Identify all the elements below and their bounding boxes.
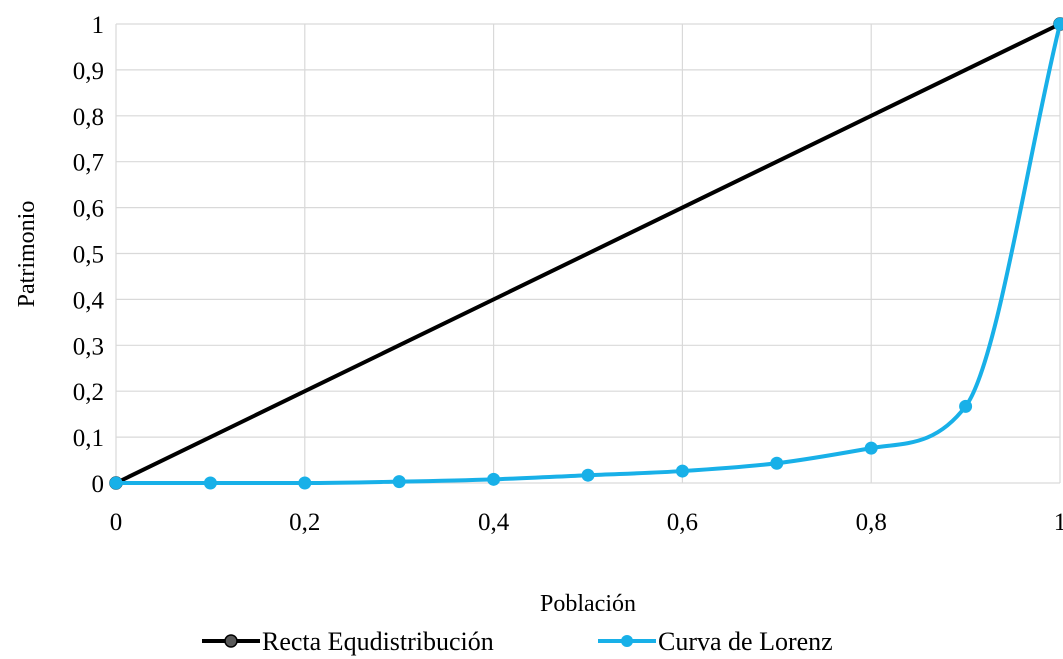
data-point <box>1053 17 1063 31</box>
data-point <box>581 468 595 482</box>
x-axis-title: Población <box>540 591 636 617</box>
series-1 <box>109 17 1063 490</box>
y-tick-label: 0,9 <box>73 58 104 85</box>
y-tick-label: 0,3 <box>73 333 104 360</box>
data-point <box>959 399 973 413</box>
x-tick-label: 0,6 <box>667 509 698 536</box>
legend-item-equidistribution: Recta Equdistribución <box>202 627 494 656</box>
data-point <box>109 476 123 490</box>
data-point <box>675 464 689 478</box>
legend-label-equidistribution: Recta Equdistribución <box>262 627 494 656</box>
x-tick-label: 0,2 <box>289 509 320 536</box>
data-point <box>203 476 217 490</box>
y-tick-label: 0,1 <box>73 425 104 452</box>
y-tick-label: 0,4 <box>73 287 105 314</box>
x-tick-label: 1 <box>1054 509 1063 536</box>
legend-item-lorenz: Curva de Lorenz <box>598 627 833 656</box>
y-tick-label: 0,5 <box>73 242 104 269</box>
x-tick-label: 0,8 <box>856 509 887 536</box>
data-point <box>864 441 878 455</box>
series-line <box>114 22 1062 485</box>
y-tick-label: 0,2 <box>73 379 104 406</box>
legend: Recta Equdistribución Curva de Lorenz <box>202 627 833 656</box>
y-tick-label: 0,8 <box>73 104 104 131</box>
y-tick-label: 0,6 <box>73 196 104 223</box>
legend-label-lorenz: Curva de Lorenz <box>658 627 833 656</box>
data-point <box>770 456 784 470</box>
x-tick-label: 0 <box>110 509 123 536</box>
legend-swatch-marker-lorenz <box>621 635 633 647</box>
plot-area <box>109 17 1063 490</box>
data-point <box>487 472 501 486</box>
legend-swatch-marker-equidistribution <box>224 634 238 648</box>
x-tick-label: 0,4 <box>478 509 510 536</box>
y-tick-label: 1 <box>92 12 105 39</box>
y-tick-label: 0,7 <box>73 150 104 177</box>
data-point <box>392 475 406 489</box>
y-axis-title: Patrimonio <box>14 201 40 308</box>
y-axis-ticks: 0 0,1 0,2 0,3 0,4 0,5 0,6 0,7 0,8 0,9 1 <box>73 12 105 498</box>
y-tick-label: 0 <box>92 471 105 498</box>
data-point <box>298 476 312 490</box>
x-axis-ticks: 0 0,2 0,4 0,6 0,8 1 <box>110 509 1063 536</box>
